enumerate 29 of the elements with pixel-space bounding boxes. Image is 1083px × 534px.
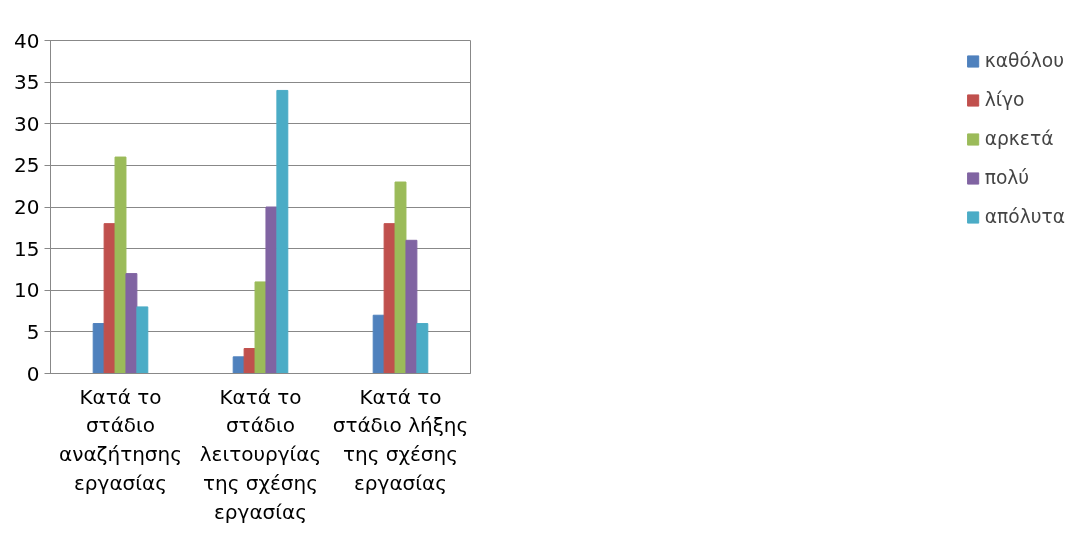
legend-label: αρκετά: [984, 128, 1054, 149]
bar: [114, 156, 127, 374]
legend-label: απόλυτα: [984, 206, 1065, 227]
legend-label: καθόλου: [984, 50, 1065, 71]
y-tick-label: 20: [14, 195, 40, 219]
bar: [265, 206, 278, 374]
y-tick-label: 5: [26, 319, 40, 344]
y-tick-label: 35: [14, 70, 40, 95]
legend-label: πολύ: [984, 167, 1030, 188]
legend-label: λίγο: [984, 89, 1025, 110]
bar: [383, 223, 396, 374]
x-tick-label: Κατά το στάδιο αναζήτησης εργασίας: [59, 384, 182, 495]
bar: [136, 306, 149, 374]
bar: [394, 181, 407, 374]
bar: [405, 239, 418, 374]
bar: [125, 273, 138, 374]
y-tick-label: 40: [14, 28, 40, 53]
bar: [103, 223, 116, 374]
bar: [276, 89, 289, 374]
bar: [416, 323, 429, 374]
y-tick-label: 25: [14, 153, 40, 178]
x-tick-label: Κατά το στάδιο λειτουργίας της σχέσης εργασίας: [199, 384, 322, 524]
y-tick-label: 10: [14, 278, 40, 303]
bar: [243, 348, 256, 374]
x-tick-label: Κατά το στάδιο λήξης της σχέσης εργασίας: [332, 384, 469, 495]
y-tick-label: 15: [14, 236, 40, 261]
bar: [254, 281, 267, 374]
y-tick-label: 30: [14, 111, 40, 136]
y-tick-label: 0: [26, 361, 40, 386]
